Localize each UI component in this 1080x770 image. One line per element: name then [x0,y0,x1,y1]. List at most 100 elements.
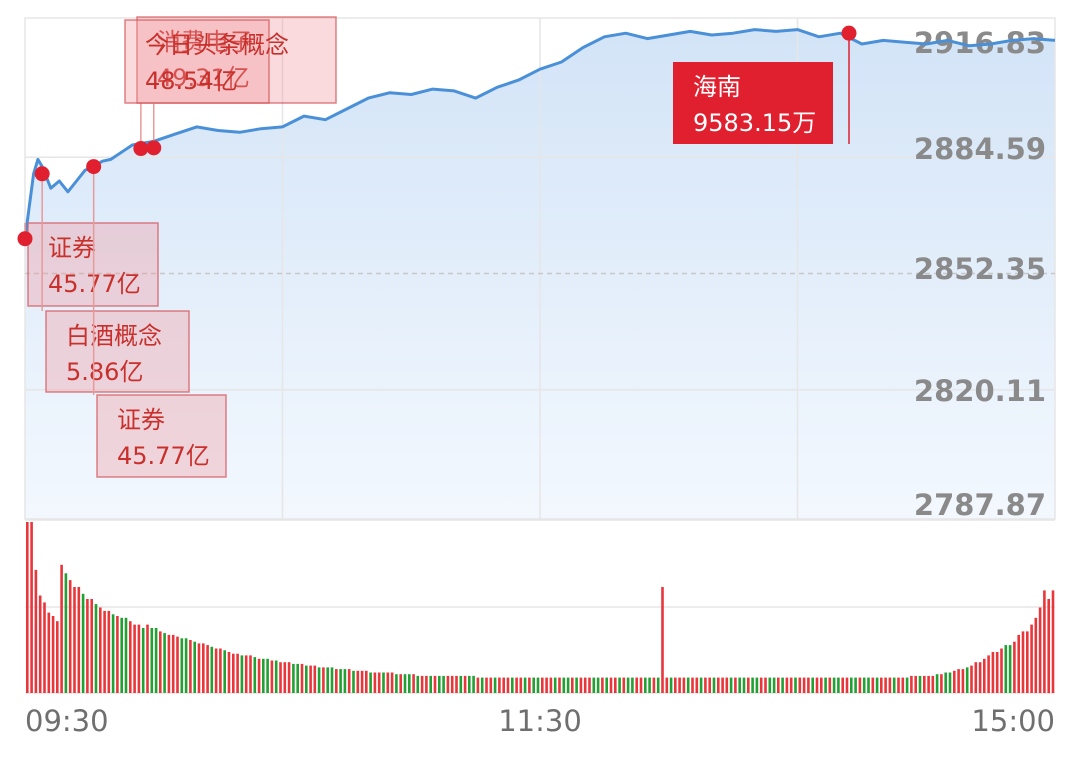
volume-bar [1051,590,1055,693]
volume-bar [970,665,973,693]
volume-bar [365,670,368,693]
annotation-box [673,62,833,144]
volume-bar [794,677,797,693]
volume-bar [99,607,102,693]
volume-bar [940,674,943,693]
volume-bar [1013,641,1016,693]
event-marker [133,141,149,157]
volume-bar [699,677,703,693]
volume-bar [111,614,115,693]
volume-bar [446,675,450,693]
volume-bar [313,665,317,693]
volume-bar [579,677,583,693]
volume-bar [974,662,978,693]
volume-bar [309,665,312,693]
volume-bar [747,677,750,693]
volume-bar [545,677,548,693]
volume-bar [287,662,291,693]
annotation-name: 消费电子 [157,28,253,56]
volume-bar [583,677,587,693]
volume-bar [759,677,763,693]
volume-bar [438,675,441,693]
volume-bar [227,652,231,693]
volume-bar [717,677,720,693]
annotation-1: 今日头条概念 48.54亿 [124,19,289,148]
volume-bar [571,677,574,693]
event-marker [34,166,50,182]
volume-bar [26,522,29,693]
volume-bar [476,677,480,693]
volume-bar [751,677,754,693]
volume-bar [661,587,664,693]
volume-bar [871,677,875,693]
volume-bar [785,677,789,693]
event-marker [86,159,102,175]
volume-bar [335,669,338,693]
volume-bar [897,677,900,693]
annotation-4: 证券 45.77亿 [92,166,227,478]
volume-bar [472,675,475,693]
volume-bar [214,648,218,693]
volume-bar [73,587,76,693]
volume-bar [343,669,347,693]
volume-bar [412,674,415,693]
volume-bar [965,667,969,693]
volume-bar [815,677,819,693]
volume-bar [257,658,261,693]
volume-bar [768,677,772,693]
annotation-box [136,16,337,104]
volume-bar [94,604,98,693]
volume-bar [262,658,265,693]
volume-bar [558,677,561,693]
volume-bar [317,667,321,693]
volume-bar [377,672,381,693]
volume-bar [905,677,909,693]
annotation-value: 45.77亿 [117,442,210,470]
volume-bar [674,677,677,693]
volume-bar [532,677,535,693]
volume-bar [498,677,501,693]
volume-bar [691,677,694,693]
volume-bar [802,677,806,693]
volume-bar [631,677,634,693]
y-tick-label: 2787.87 [914,488,1046,522]
volume-bar [1000,648,1003,693]
volume-bar [541,677,544,693]
volume-bar [892,677,896,693]
volume-bar [450,675,454,693]
volume-bar [150,628,154,693]
volume-bar [253,657,257,693]
volume-bar [64,573,68,693]
annotation-box [45,310,190,393]
x-tick-label: 09:30 [25,704,109,738]
annotation-value: 9583.15万 [693,109,816,137]
volume-bar [811,677,814,693]
volume-bar [837,677,840,693]
volume-bar [60,564,63,694]
volume-bar [489,677,493,693]
volume-bar [330,667,334,693]
volume-bar [68,580,72,693]
volume-bar [189,640,192,693]
volume-bar [459,675,463,693]
y-tick-label: 2852.35 [914,252,1046,286]
volume-bar [695,677,699,693]
x-tick-label: 11:30 [498,704,582,738]
volume-bar [193,641,196,693]
volume-bar [867,677,870,693]
annotation-name: 白酒概念 [66,322,162,350]
volume-bar [184,638,188,693]
volume-bar [373,672,377,693]
volume-bar [562,677,566,693]
volume-bar [652,677,656,693]
volume-bar [322,667,325,693]
volume-bar [352,670,355,693]
volume-bar [270,660,274,693]
volume-bar [249,655,252,693]
volume-bar [103,610,106,693]
volume-bar [995,652,999,693]
volume-bar [678,677,681,693]
volume-bar [120,617,123,693]
volume-bar [107,610,111,693]
event-marker [146,140,162,156]
